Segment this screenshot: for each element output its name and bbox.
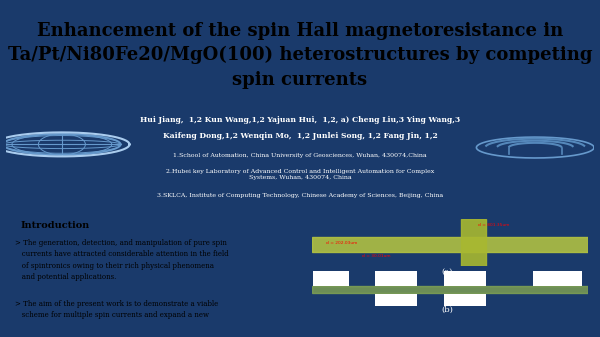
Text: d = 801.35um: d = 801.35um	[478, 223, 509, 227]
Text: Kaifeng Dong,1,2 Wenqin Mo,  1,2 Junlei Song, 1,2 Fang Jin, 1,2: Kaifeng Dong,1,2 Wenqin Mo, 1,2 Junlei S…	[163, 132, 437, 140]
Text: 2.Hubei key Laboratory of Advanced Control and Intelligent Automation for Comple: 2.Hubei key Laboratory of Advanced Contr…	[166, 169, 434, 180]
Text: Introduction: Introduction	[21, 221, 90, 230]
Text: > The generation, detection, and manipulation of pure spin
   currents have attr: > The generation, detection, and manipul…	[15, 239, 229, 281]
Text: > The aim of the present work is to demonstrate a viable
   scheme for multiple : > The aim of the present work is to demo…	[15, 300, 218, 319]
Text: Hui Jiang,  1,2 Kun Wang,1,2 Yajuan Hui,  1,2, a) Cheng Liu,3 Ying Wang,3: Hui Jiang, 1,2 Kun Wang,1,2 Yajuan Hui, …	[140, 116, 460, 124]
Text: (b): (b)	[441, 306, 453, 314]
Bar	[533, 271, 583, 285]
Bar	[376, 271, 417, 285]
Text: 3.SKLCA, Institute of Computing Technology, Chinese Academy of Sciences, Beijing: 3.SKLCA, Institute of Computing Technolo…	[157, 193, 443, 198]
Bar	[445, 271, 486, 285]
Bar	[445, 294, 486, 306]
Text: (a): (a)	[442, 268, 452, 276]
Bar	[461, 219, 486, 266]
Text: d = 202.03um: d = 202.03um	[326, 241, 357, 245]
Bar	[312, 286, 588, 293]
Bar	[313, 271, 349, 285]
Text: 1.School of Automation, China University of Geosciences, Wuhan, 430074,China: 1.School of Automation, China University…	[173, 153, 427, 158]
Bar	[376, 294, 417, 306]
Text: Enhancement of the spin Hall magnetoresistance in
Ta/Pt/Ni80Fe20/MgO(100) hetero: Enhancement of the spin Hall magnetoresi…	[8, 22, 592, 89]
Text: d = 30.01um: d = 30.01um	[362, 254, 390, 258]
Bar	[312, 237, 588, 252]
